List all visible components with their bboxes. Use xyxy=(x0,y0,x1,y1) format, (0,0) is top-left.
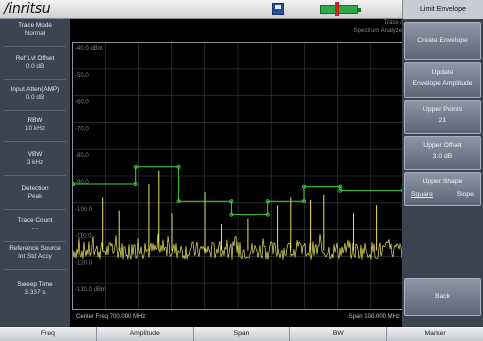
y-tick-label: -80.0 xyxy=(75,153,89,159)
span-label: Span 100.000 MHz xyxy=(348,314,400,320)
y-tick-label: -40.0 dBm xyxy=(75,46,103,52)
plot-footer: Center Freq 700.000 MHz Span 100.000 MHz xyxy=(72,313,404,325)
envelope-point-9 xyxy=(301,199,306,204)
limit-envelope-line xyxy=(73,166,403,216)
envelope-point-1 xyxy=(133,181,138,186)
upper-shape-toggle[interactable]: Upper Shape Square Slope xyxy=(404,172,481,206)
shape-option-slope[interactable]: Slope xyxy=(456,191,474,198)
setting-divider xyxy=(4,209,66,210)
setting-4: VBW 3 kHz xyxy=(0,151,70,167)
softkey-label: Upper Points xyxy=(422,106,463,113)
setting-5: Detection Peak xyxy=(0,185,70,201)
setting-divider xyxy=(4,110,66,111)
setting-label: Input Atten(AMP) xyxy=(10,86,60,93)
setting-value: Normal xyxy=(24,30,46,37)
envelope-point-8 xyxy=(265,199,270,204)
tab-marker[interactable]: Marker xyxy=(387,327,483,341)
setting-value: Peak xyxy=(27,193,43,200)
floppy-disk-icon[interactable] xyxy=(272,3,284,15)
y-tick-label: -90.0 xyxy=(75,180,89,186)
setting-2: Input Atten(AMP) 0.0 dB xyxy=(0,86,70,102)
setting-divider xyxy=(4,175,66,176)
envelope-point-12 xyxy=(338,188,343,193)
center-frequency-label: Center Freq 700.000 MHz xyxy=(76,314,146,320)
envelope-point-4 xyxy=(176,199,181,204)
setting-7: Reference Source Int Std Accy xyxy=(0,245,70,261)
setting-label: Ref Lvl Offset xyxy=(15,55,55,62)
setting-divider xyxy=(4,79,66,80)
setting-1: Ref Lvl Offset 0.0 dB xyxy=(0,55,70,71)
softkey-sublabel: Envelope Amplitude xyxy=(412,80,473,87)
envelope-point-6 xyxy=(229,212,234,217)
softkey-menu: Limit Envelope Create Envelope Update En… xyxy=(402,0,483,327)
y-tick-label: -120.0 xyxy=(75,260,93,266)
envelope-point-2 xyxy=(133,164,138,169)
bottom-menu-bar: Freq Amplitude Span BW Marker xyxy=(0,327,483,341)
y-tick-label: -130.0 dBm xyxy=(75,287,106,293)
envelope-point-10 xyxy=(301,184,306,189)
tab-amplitude[interactable]: Amplitude xyxy=(96,327,194,341)
envelope-point-11 xyxy=(338,184,343,189)
setting-label: Trace Count xyxy=(17,217,53,224)
setting-value: - - xyxy=(31,225,39,232)
anritsu-logo: /inritsu xyxy=(4,1,51,17)
setting-6: Trace Count - - xyxy=(0,217,70,233)
create-envelope-button[interactable]: Create Envelope xyxy=(404,22,481,60)
upper-offset-button[interactable]: Upper Offset 3.0 dB xyxy=(404,136,481,170)
envelope-point-3 xyxy=(176,164,181,169)
setting-value: 0.0 dB xyxy=(25,63,45,70)
back-button[interactable]: Back xyxy=(404,278,481,316)
y-tick-label: -110.0 xyxy=(75,234,92,240)
tab-span[interactable]: Span xyxy=(193,327,291,341)
setting-label: Trace Mode xyxy=(18,22,52,29)
setting-label: Reference Source xyxy=(9,245,61,252)
y-tick-label: -50.0 xyxy=(75,73,89,79)
softkey-label: Upper Shape xyxy=(422,178,463,185)
y-tick-label: -70.0 xyxy=(75,126,89,132)
envelope-point-5 xyxy=(229,199,234,204)
setting-divider xyxy=(4,141,66,142)
softkey-label: Upper Offset xyxy=(423,142,462,149)
mode-label: Spectrum Analyzer xyxy=(353,27,404,34)
softkey-value: 3.0 dB xyxy=(432,153,453,160)
setting-divider xyxy=(4,46,66,47)
softkey-value: 21 xyxy=(438,117,447,124)
setting-8: Sweep Time 3.337 s xyxy=(0,281,70,297)
battery-icon xyxy=(320,5,361,14)
softkey-label: Create Envelope xyxy=(417,37,468,44)
setting-value: 0.0 dB xyxy=(25,94,45,101)
envelope-point-0 xyxy=(70,181,76,186)
y-tick-label: -60.0 xyxy=(75,100,89,106)
setting-value: 3 kHz xyxy=(26,159,44,166)
menu-title: Limit Envelope xyxy=(402,0,483,19)
setting-3: RBW 10 kHz xyxy=(0,117,70,133)
battery-marker xyxy=(335,2,339,16)
setting-label: Detection xyxy=(21,185,49,192)
spectrum-plot[interactable]: -40.0 dBm -50.0 -60.0 -70.0 -80.0 -90.0 -100.0… xyxy=(70,42,405,310)
setting-value: Int Std Accy xyxy=(18,253,52,260)
envelope-point-7 xyxy=(265,212,270,217)
trace-header: Trace A Spectrum Analyzer xyxy=(310,20,404,35)
setting-0: Trace Mode Normal xyxy=(0,22,70,38)
setting-label: RBW xyxy=(27,117,43,124)
spectrum-trace xyxy=(72,233,403,260)
setting-value: 3.337 s xyxy=(24,289,46,296)
softkey-label: Back xyxy=(434,293,451,300)
y-tick-label: -100.0 xyxy=(75,207,93,213)
update-envelope-amplitude-button[interactable]: Update Envelope Amplitude xyxy=(404,62,481,98)
setting-divider xyxy=(4,241,66,242)
title-bar: /inritsu xyxy=(0,0,402,19)
setting-divider xyxy=(4,269,66,270)
tab-bw[interactable]: BW xyxy=(290,327,388,341)
setting-label: VBW xyxy=(27,151,43,158)
tab-freq[interactable]: Freq xyxy=(0,327,97,341)
measurement-settings-panel: Trace Mode Normal Ref Lvl Offset 0.0 dB Inpu… xyxy=(0,19,70,327)
upper-points-button[interactable]: Upper Points 21 xyxy=(404,100,481,134)
setting-label: Sweep Time xyxy=(17,281,53,288)
shape-option-square[interactable]: Square xyxy=(411,191,433,198)
softkey-label: Update xyxy=(431,69,454,76)
setting-value: 10 kHz xyxy=(25,125,45,132)
trace-label: Trace A xyxy=(383,20,404,26)
spectrum-chart: -40.0 dBm -50.0 -60.0 -70.0 -80.0 -90.0 -100.0… xyxy=(70,42,405,310)
